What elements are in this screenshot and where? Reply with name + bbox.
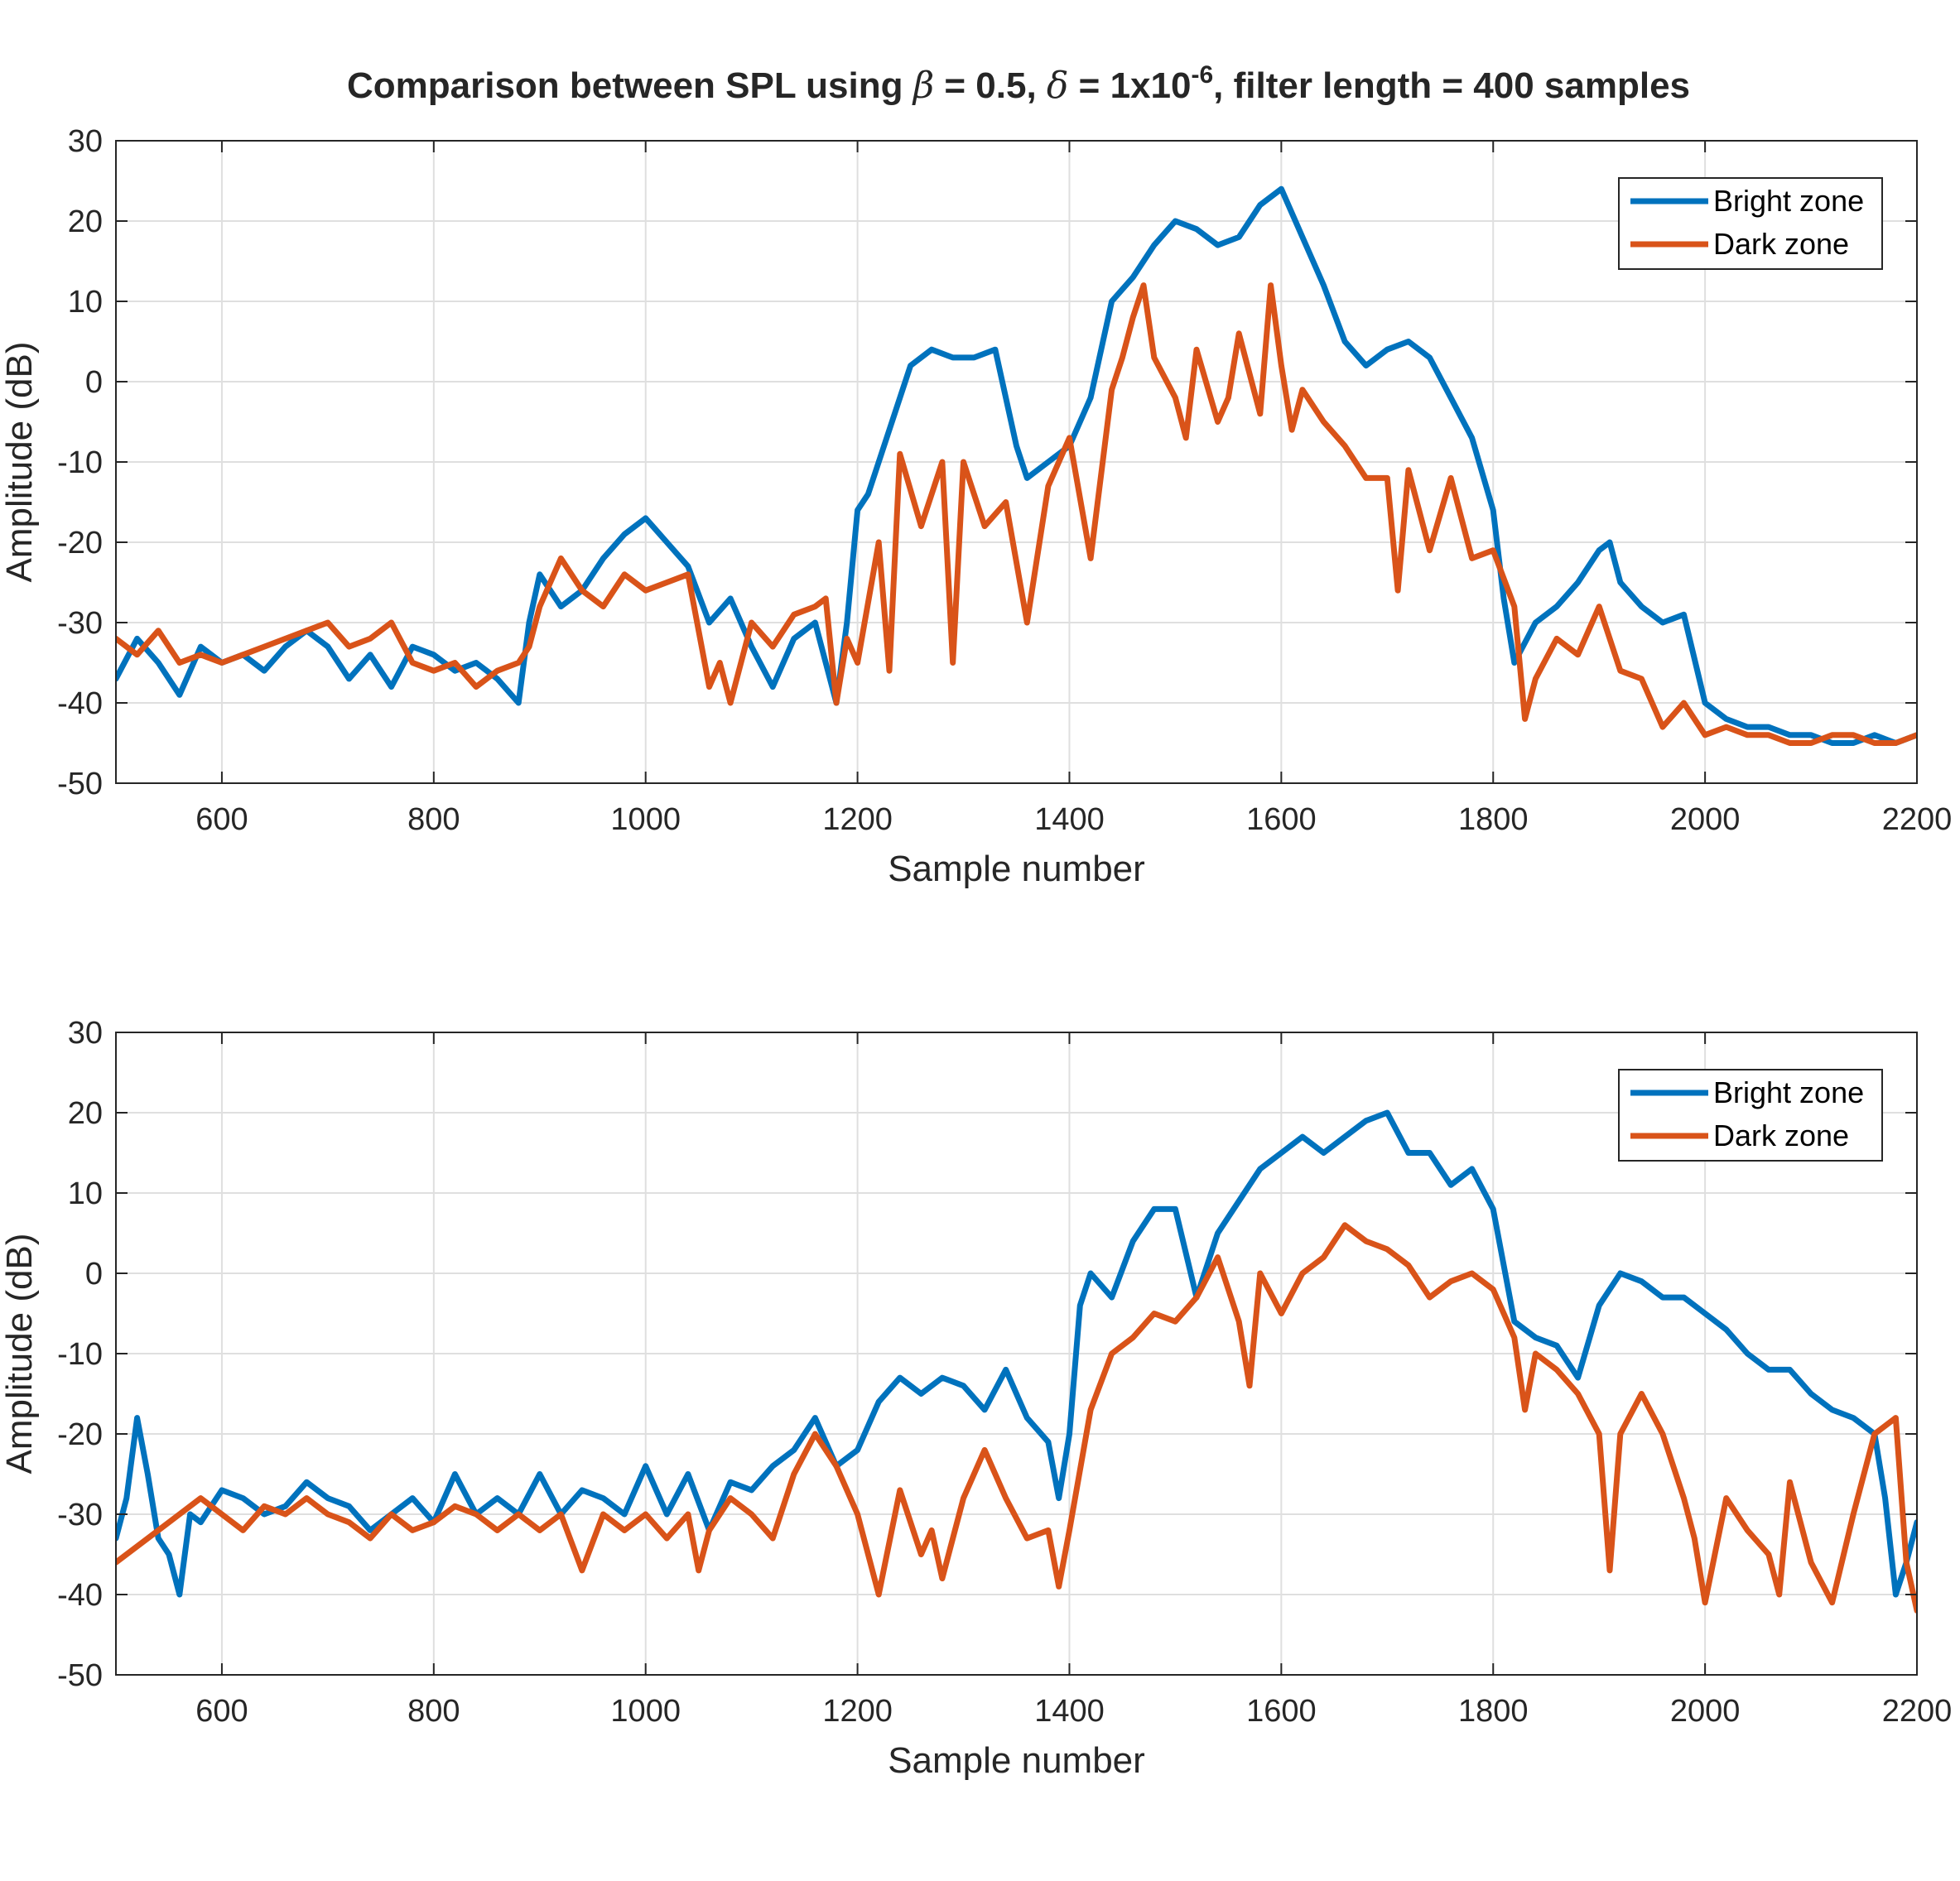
- legend-box: [1618, 177, 1883, 270]
- y-tick-label: 30: [68, 124, 103, 159]
- y-tick-label: -50: [57, 767, 103, 801]
- series-line-dark-zone: [116, 282, 1917, 746]
- y-tick-label: -10: [57, 445, 103, 480]
- x-tick-label: 1200: [822, 1694, 893, 1729]
- x-tick-label: 1600: [1246, 1694, 1317, 1729]
- chart-title: Comparison between SPL using β = 0.5, δ …: [347, 61, 1690, 107]
- series-group: [116, 1109, 1917, 1614]
- y-axis-label: Amplitude (dB): [0, 1233, 40, 1474]
- series-line-bright-zone: [116, 1109, 1917, 1598]
- legend: Bright zone Dark zone: [1618, 1069, 1883, 1162]
- x-tick-label: 1400: [1034, 1694, 1105, 1729]
- legend-entry: Bright zone: [1713, 184, 1864, 218]
- y-tick-label: -30: [57, 606, 103, 641]
- x-tick-label: 1600: [1246, 802, 1317, 837]
- x-tick-label: 1000: [610, 1694, 681, 1729]
- y-tick-label: -50: [57, 1658, 103, 1693]
- x-tick-label: 600: [195, 802, 248, 837]
- legend-entry: Dark zone: [1713, 227, 1849, 261]
- y-axis-label: Amplitude (dB): [0, 341, 40, 582]
- y-tick-label: 10: [68, 285, 103, 320]
- legend: Bright zone Dark zone: [1618, 177, 1883, 270]
- y-tick-label: 20: [68, 1096, 103, 1131]
- x-tick-label: 800: [407, 1694, 460, 1729]
- legend-entry: Bright zone: [1713, 1075, 1864, 1109]
- y-tick-label: -30: [57, 1498, 103, 1532]
- x-tick-label: 2000: [1670, 802, 1741, 837]
- y-tick-label: -40: [57, 1578, 103, 1613]
- legend-entry: Dark zone: [1713, 1118, 1849, 1152]
- x-tick-label: 1200: [822, 802, 893, 837]
- x-tick-label: 1000: [610, 802, 681, 837]
- bottom-plot: 600 800 1000 1200 1400 1600 1800 2000 2200 -50 -40…: [0, 1016, 1952, 1781]
- x-axis-label: Sample number: [888, 1740, 1145, 1781]
- y-tick-label: -10: [57, 1337, 103, 1372]
- x-axis-label: Sample number: [888, 849, 1145, 889]
- y-tick-label: -20: [57, 526, 103, 560]
- y-tick-label: 0: [85, 1257, 103, 1292]
- x-tick-label: 1800: [1458, 1694, 1529, 1729]
- y-tick-label: 30: [68, 1016, 103, 1051]
- y-tick-label: 0: [85, 365, 103, 400]
- x-tick-label: 2000: [1670, 1694, 1741, 1729]
- x-tick-label: 2200: [1882, 802, 1953, 837]
- y-tick-label: -40: [57, 686, 103, 721]
- legend-box: [1618, 1069, 1883, 1162]
- x-tick-label: 600: [195, 1694, 248, 1729]
- y-tick-label: -20: [57, 1417, 103, 1452]
- y-tick-label: 20: [68, 204, 103, 239]
- series-line-bright-zone: [116, 185, 1917, 746]
- y-tick-label: 10: [68, 1176, 103, 1211]
- x-tick-label: 1400: [1034, 802, 1105, 837]
- x-tick-label: 1800: [1458, 802, 1529, 837]
- series-group: [116, 185, 1917, 746]
- series-line-dark-zone: [116, 1222, 1917, 1614]
- x-tick-label: 800: [407, 802, 460, 837]
- top-plot: 600 800 1000 1200 1400 1600 1800 2000 2200 -50 -40…: [0, 124, 1952, 889]
- x-tick-label: 2200: [1882, 1694, 1953, 1729]
